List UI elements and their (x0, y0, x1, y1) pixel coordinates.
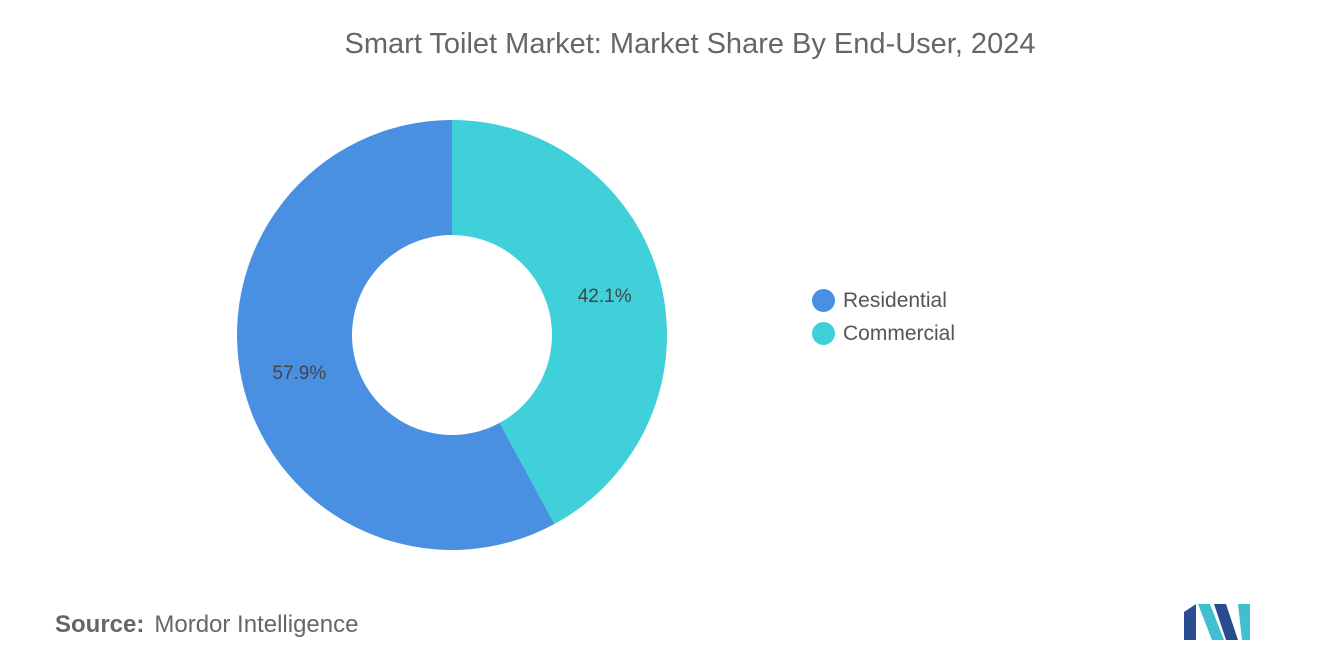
mordor-intelligence-logo-icon (1184, 604, 1250, 640)
legend-label-commercial: Commercial (843, 321, 956, 345)
legend-swatch-commercial (812, 322, 835, 345)
donut-slice-commercial[interactable] (452, 120, 667, 525)
donut-labels: 42.1% 57.9% (272, 286, 631, 384)
donut-label-commercial: 42.1% (578, 286, 632, 307)
chart-title: Smart Toilet Market: Market Share By End… (344, 28, 1036, 60)
legend-label-residential: Residential (843, 288, 947, 312)
donut-chart: 42.1% 57.9% (236, 120, 667, 550)
legend-swatch-residential (812, 289, 835, 312)
source-value: Mordor Intelligence (154, 611, 359, 638)
source-label: Source: (55, 611, 145, 638)
legend-item-residential[interactable]: Residential (812, 284, 955, 317)
legend-item-commercial[interactable]: Commercial (812, 317, 955, 350)
donut-label-residential: 57.9% (272, 363, 326, 384)
donut-slices (236, 120, 667, 550)
source-note: Source: Mordor Intelligence (55, 611, 358, 639)
donut-slice-residential[interactable] (236, 120, 555, 550)
chart-legend: Residential Commercial (812, 284, 955, 350)
